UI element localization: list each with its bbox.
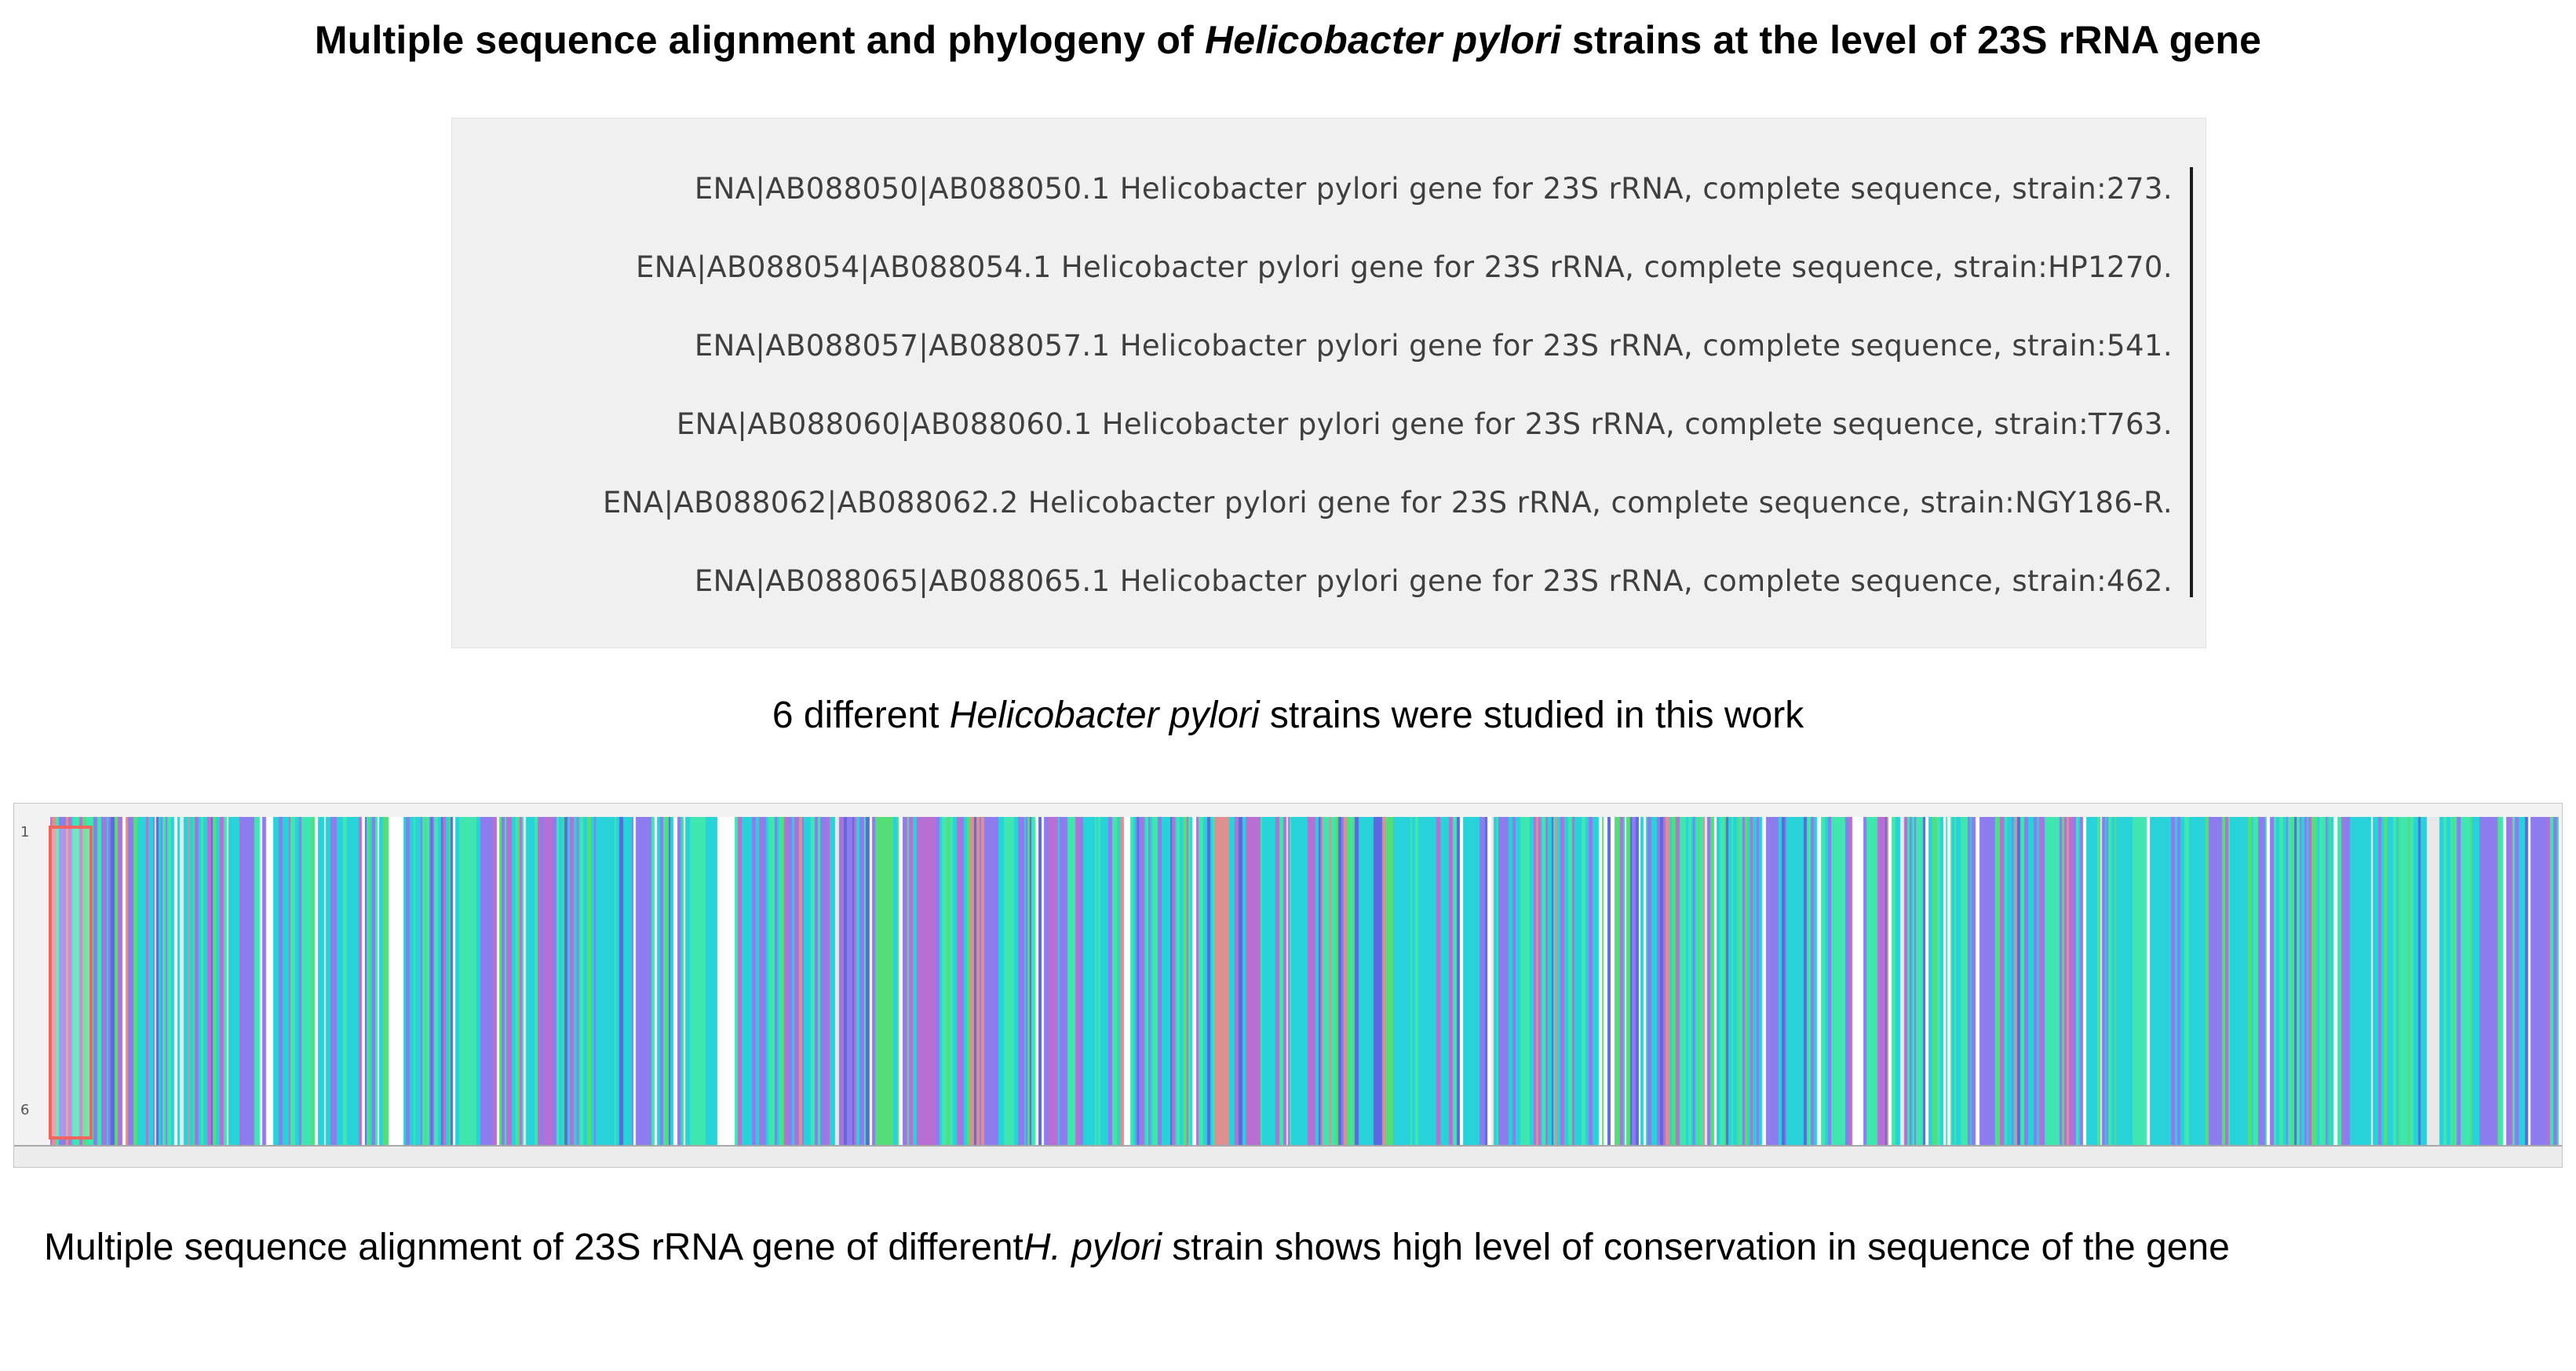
alignment-row-label-first: 1	[20, 824, 30, 840]
page-title-species: Helicobacter pylori	[1205, 18, 1561, 62]
sequence-entry: ENA|AB088057|AB088057.1 Helicobacter pyl…	[694, 329, 2173, 363]
strains-caption-suffix: strains were studied in this work	[1259, 695, 1804, 736]
conservation-caption-species: H. pylori	[1023, 1227, 1162, 1268]
alignment-overview-panel: 1 6	[13, 803, 2563, 1168]
sequence-entry: ENA|AB088060|AB088060.1 Helicobacter pyl…	[676, 407, 2173, 441]
alignment-stripes-canvas	[50, 817, 2559, 1145]
strains-caption-prefix: 6 different	[772, 695, 950, 736]
page-title-suffix: strains at the level of 23S rRNA gene	[1560, 18, 2262, 62]
conservation-caption-suffix: strain shows high level of conservation …	[1161, 1227, 2230, 1268]
sequence-entry: ENA|AB088054|AB088054.1 Helicobacter pyl…	[635, 250, 2173, 284]
alignment-horizontal-scrollbar[interactable]	[14, 1145, 2562, 1167]
strains-caption-species: Helicobacter pylori	[949, 695, 1260, 736]
alignment-row-label-last: 6	[20, 1102, 30, 1118]
sequence-list-panel: ENA|AB088050|AB088050.1 Helicobacter pyl…	[451, 118, 2206, 648]
sequence-bracket-line	[2190, 167, 2193, 597]
alignment-selection-rectangle[interactable]	[49, 826, 93, 1139]
conservation-caption-prefix: Multiple sequence alignment of 23S rRNA …	[44, 1227, 1023, 1268]
sequence-entry: ENA|AB088050|AB088050.1 Helicobacter pyl…	[694, 172, 2173, 206]
page-title: Multiple sequence alignment and phylogen…	[0, 17, 2576, 63]
conservation-caption: Multiple sequence alignment of 23S rRNA …	[44, 1221, 2540, 1274]
sequence-entry: ENA|AB088062|AB088062.2 Helicobacter pyl…	[603, 486, 2173, 520]
sequence-entry: ENA|AB088065|AB088065.1 Helicobacter pyl…	[694, 564, 2173, 598]
strains-caption: 6 different Helicobacter pylori strains …	[0, 694, 2576, 737]
page-title-prefix: Multiple sequence alignment and phylogen…	[314, 18, 1205, 62]
